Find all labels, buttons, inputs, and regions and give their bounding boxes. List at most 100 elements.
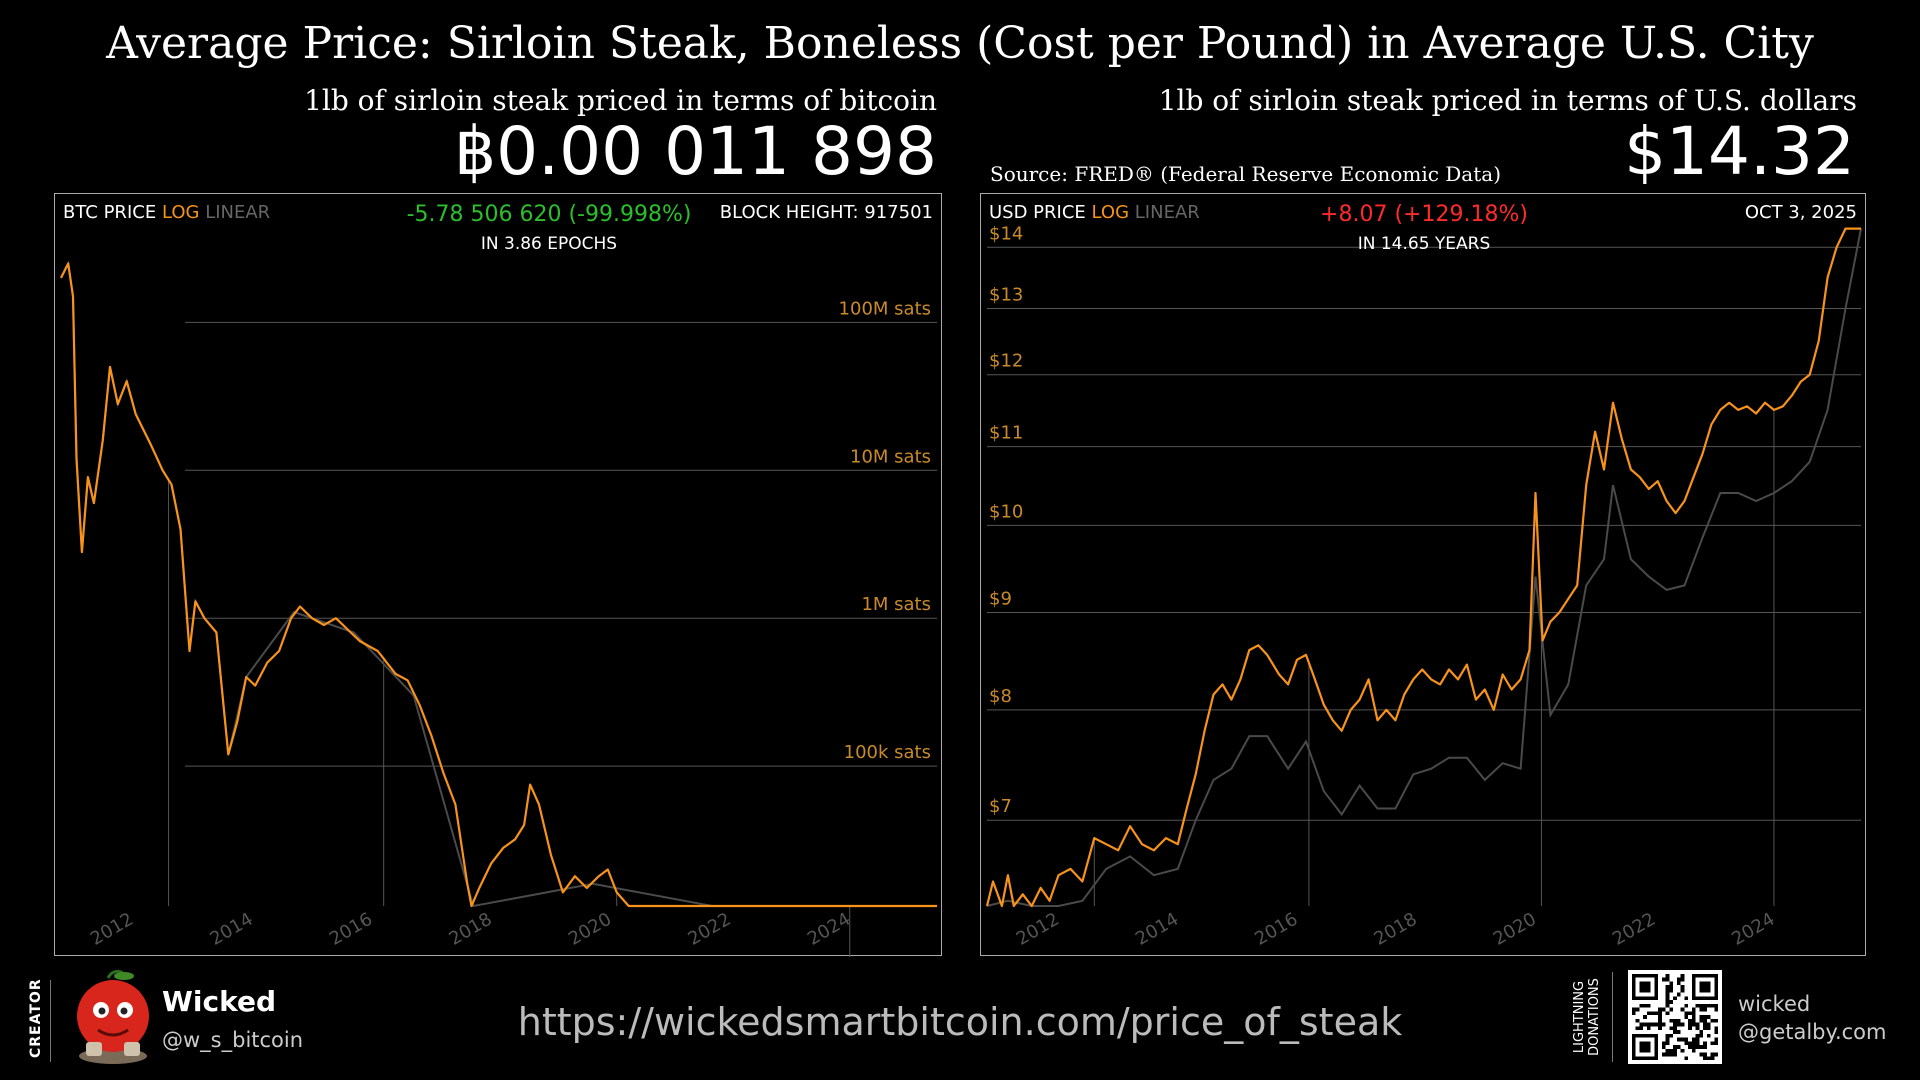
qr-module — [1658, 1026, 1662, 1031]
x-tick-label: 2012 — [1013, 909, 1063, 950]
btc-linear-toggle[interactable]: LINEAR — [205, 202, 271, 223]
qr-module — [1695, 1045, 1700, 1049]
qr-module — [1699, 1003, 1704, 1008]
qr-module — [1710, 1041, 1715, 1046]
x-tick-label: 2014 — [1132, 909, 1182, 950]
qr-module — [1665, 1052, 1670, 1057]
qr-module — [1635, 1018, 1640, 1023]
usd-linear-toggle[interactable]: LINEAR — [1134, 202, 1200, 223]
qr-module — [1669, 1048, 1674, 1053]
qr-module — [1669, 1000, 1674, 1004]
qr-module — [1676, 1018, 1681, 1023]
qr-finder-core — [1639, 1041, 1651, 1053]
qr-module — [1661, 1041, 1666, 1046]
qr-module — [1680, 1007, 1685, 1012]
page-title: Average Price: Sirloin Steak, Boneless (… — [106, 18, 1814, 69]
avatar[interactable] — [68, 968, 158, 1064]
usd-scale-selector: USD PRICE LOG LINEAR — [989, 202, 1200, 223]
qr-module — [1714, 1018, 1719, 1023]
qr-module — [1695, 1037, 1700, 1042]
qr-module — [1703, 1041, 1707, 1046]
qr-module — [1635, 1007, 1640, 1012]
lightning-label-line-2: DONATIONS — [1587, 978, 1602, 1056]
qr-module — [1699, 1052, 1704, 1057]
qr-module — [1714, 1052, 1719, 1057]
qr-module — [1669, 985, 1674, 989]
usd-log-toggle[interactable]: LOG — [1091, 202, 1130, 223]
qr-module — [1688, 1022, 1692, 1027]
qr-module — [1703, 1007, 1707, 1012]
lightning-address-user[interactable]: wicked — [1738, 992, 1811, 1016]
qr-module — [1661, 1022, 1666, 1027]
qr-module — [1661, 1052, 1666, 1057]
qr-module — [1699, 1018, 1704, 1023]
usd-current-price: $14.32 — [1624, 113, 1855, 190]
qr-module — [1710, 1052, 1715, 1057]
qr-module — [1665, 1011, 1670, 1016]
qr-module — [1673, 1026, 1677, 1031]
log-series-line — [60, 262, 937, 908]
qr-module — [1658, 1007, 1662, 1012]
y-tick-label: 100k sats — [844, 742, 931, 763]
qr-module — [1703, 1056, 1707, 1061]
x-tick-label: 2018 — [1371, 909, 1421, 950]
qr-module — [1680, 1048, 1685, 1053]
x-tick-label: 2024 — [804, 909, 854, 950]
x-tick-label: 2020 — [565, 909, 615, 950]
qr-module — [1684, 996, 1689, 1001]
qr-module — [1665, 1037, 1670, 1042]
site-url[interactable]: https://wickedsmartbitcoin.com/price_of_… — [517, 1000, 1403, 1044]
qr-module — [1695, 1041, 1700, 1046]
qr-module — [1654, 1011, 1659, 1016]
qr-module — [1706, 1015, 1711, 1019]
qr-module — [1695, 1022, 1700, 1027]
qr-module — [1673, 1030, 1677, 1034]
qr-module — [1673, 1048, 1677, 1053]
qr-module — [1673, 996, 1677, 1001]
btc-log-toggle[interactable]: LOG — [161, 202, 200, 223]
qr-module — [1703, 1022, 1707, 1027]
btc-duration: IN 3.86 EPOCHS — [480, 234, 618, 254]
qr-module — [1676, 992, 1681, 997]
qr-module — [1646, 1003, 1651, 1008]
x-tick-label: 2022 — [1609, 909, 1659, 950]
qr-module — [1714, 1041, 1719, 1046]
y-tick-label: $11 — [989, 423, 1023, 444]
qr-module — [1684, 1037, 1689, 1042]
qr-module — [1680, 988, 1685, 993]
qr-module — [1714, 1037, 1719, 1042]
qr-module — [1699, 1030, 1704, 1034]
qr-module — [1646, 1026, 1651, 1031]
qr-module — [1669, 1007, 1674, 1012]
qr-module — [1676, 1022, 1681, 1027]
qr-module — [1706, 1033, 1711, 1038]
qr-module — [1650, 1011, 1655, 1016]
qr-module — [1639, 1003, 1644, 1008]
x-tick-label: 2014 — [206, 909, 256, 950]
qr-module — [1658, 1015, 1662, 1019]
btc-scale-selector: BTC PRICE LOG LINEAR — [63, 202, 270, 223]
qr-module — [1665, 1041, 1670, 1046]
x-tick-label: 2012 — [87, 909, 137, 950]
lightning-address-domain[interactable]: @getalby.com — [1738, 1020, 1887, 1044]
y-tick-label: $14 — [989, 223, 1023, 244]
qr-module — [1699, 1045, 1704, 1049]
qr-module — [1699, 1015, 1704, 1019]
usd-change: +8.07 (+129.18%) — [1320, 202, 1528, 227]
btc-change: -5.78 506 620 (-99.998%) — [406, 202, 692, 227]
lightning-divider — [1612, 972, 1613, 1062]
qr-module — [1643, 1015, 1647, 1019]
btc-current-price: ฿0.00 011 898 — [454, 113, 937, 190]
qr-module — [1684, 1041, 1689, 1046]
qr-module — [1631, 1007, 1636, 1012]
qr-module — [1684, 1015, 1689, 1019]
qr-finder-core — [1639, 981, 1651, 993]
qr-module — [1691, 1022, 1696, 1027]
creator-name[interactable]: Wicked — [162, 985, 276, 1018]
qr-module — [1646, 1011, 1651, 1016]
qr-code-icon[interactable] — [1628, 970, 1722, 1064]
qr-module — [1691, 1048, 1696, 1053]
qr-module — [1661, 1045, 1666, 1049]
creator-handle[interactable]: @w_s_bitcoin — [162, 1028, 304, 1052]
qr-module — [1658, 1018, 1662, 1023]
